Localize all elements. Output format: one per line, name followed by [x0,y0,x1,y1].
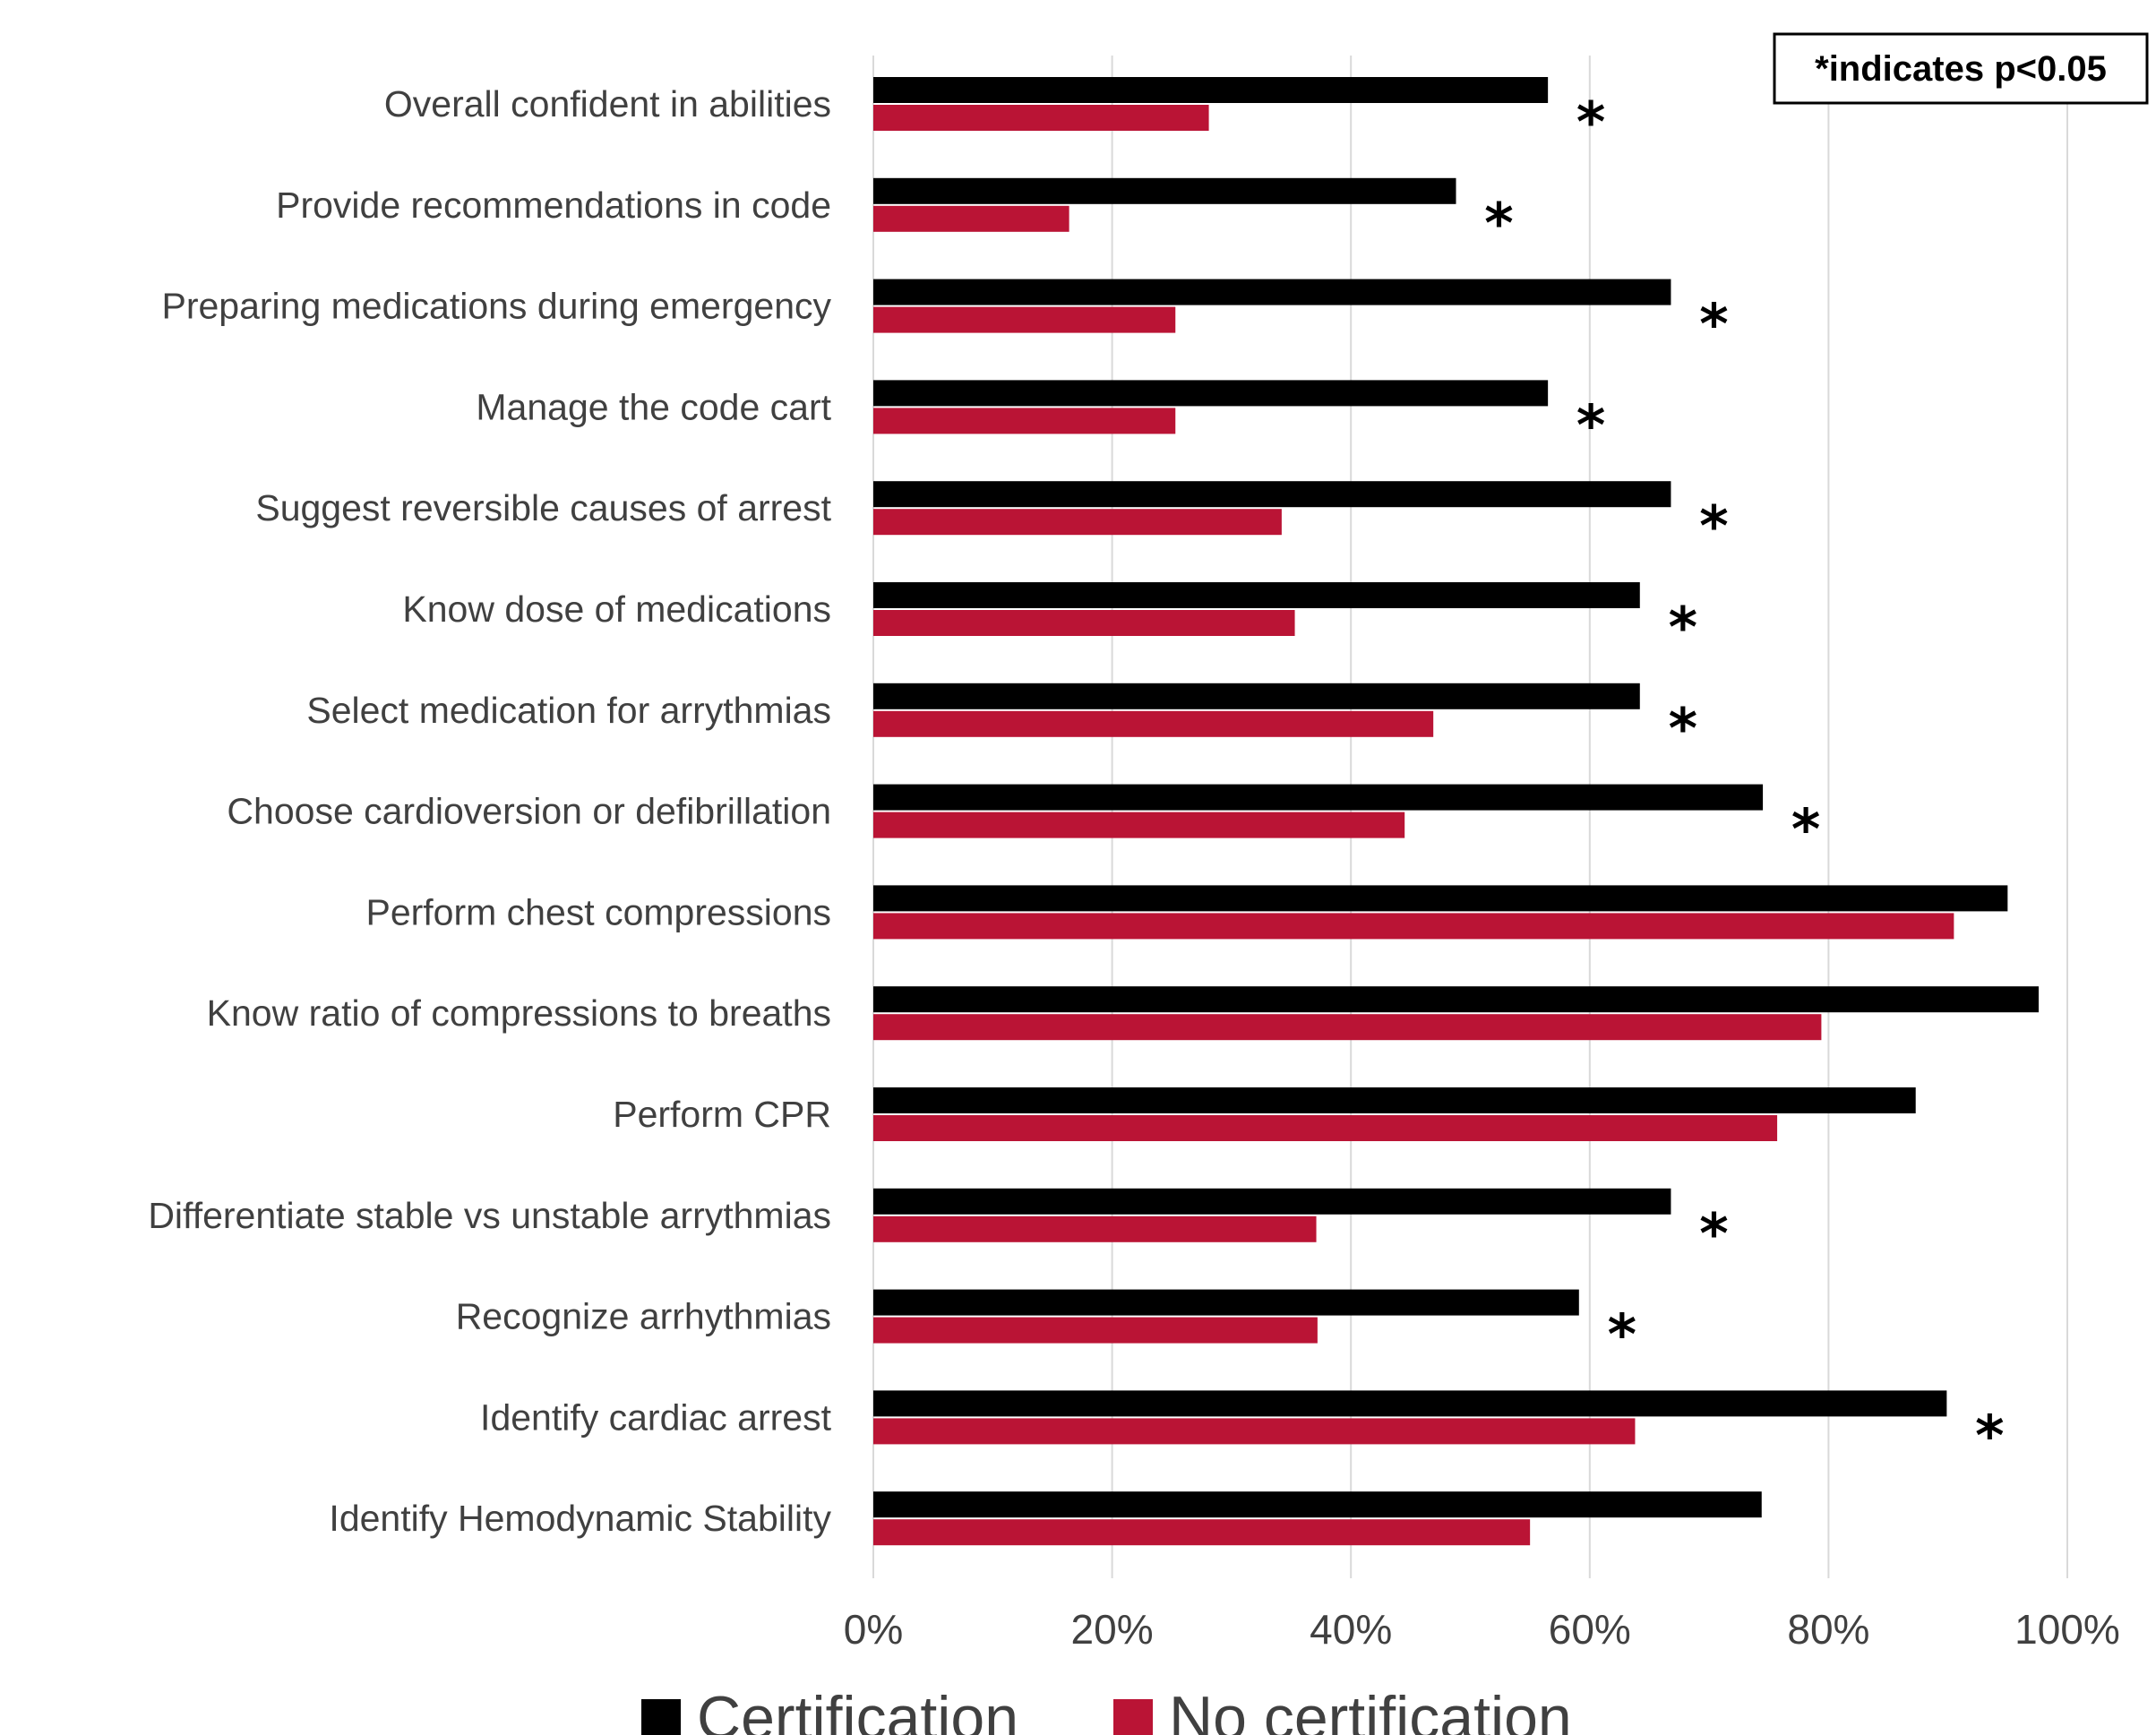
significance-star: * [1484,191,1513,256]
category-label: Recognize arrhythmias [456,1296,831,1337]
category-label: Identify Hemodynamic Stability [329,1498,831,1539]
bar-certification [873,986,2040,1013]
x-tick-label: 80% [1787,1606,1869,1653]
category-label: Differentiate stable vs unstable arrythm… [148,1195,831,1236]
bar-certification [873,481,1671,508]
significance-star: * [1608,1302,1636,1368]
significance-star: * [1791,797,1820,863]
bar-no-certification [873,1115,1778,1141]
bar-certification [873,582,1640,608]
bar-certification [873,683,1640,709]
bar-no-certification [873,1418,1636,1445]
x-tick-label: 0% [844,1606,903,1653]
bar-certification [873,1289,1579,1316]
x-axis-ticks: 0% 20% 40% 60% 80% 100% [844,1606,2120,1653]
bar-certification [873,1188,1671,1215]
bar-no-certification [873,812,1405,838]
category-label: Perform chest compressions [365,891,831,932]
legend: Certification No certification [641,1684,1572,1735]
category-labels: Overall confident in abilities Provide re… [148,83,831,1539]
bar-certification [873,885,2008,912]
bar-certification [873,77,1549,103]
category-label: Know dose of medications [402,588,831,630]
x-tick-label: 40% [1310,1606,1392,1653]
x-tick-label: 20% [1071,1606,1154,1653]
bar-certification [873,784,1764,811]
legend-swatch-no-certification [1113,1699,1153,1735]
bar-certification [873,1491,1762,1518]
bar-no-certification [873,205,1069,232]
significance-star: * [1669,696,1697,761]
bar-certification [873,1390,1947,1417]
category-label: Suggest reversible causes of arrest [255,487,831,528]
category-label: Choose cardioversion or defibrillation [227,791,831,832]
category-label: Know ratio of compressions to breaths [207,992,831,1034]
category-label: Overall confident in abilities [384,83,831,125]
x-tick-label: 100% [2014,1606,2120,1653]
bar-no-certification [873,408,1176,434]
category-label: Select medication for arrythmias [306,690,831,731]
significance-star: * [1669,595,1697,660]
category-label: Perform CPR [613,1094,831,1135]
bar-no-certification [873,710,1434,737]
bar-certification [873,177,1456,204]
significance-star: * [1576,392,1605,458]
bar-no-certification [873,1215,1317,1242]
bars [873,77,2040,1546]
significance-star: * [1699,292,1728,357]
category-label: Preparing medications during emergency [161,286,831,327]
bar-no-certification [873,306,1176,333]
legend-label-certification: Certification [697,1684,1018,1735]
bar-no-certification [873,1317,1318,1344]
significance-star: * [1975,1403,2004,1468]
x-tick-label: 60% [1549,1606,1631,1653]
category-label: Identify cardiac arrest [480,1396,832,1438]
bar-certification [873,1087,1916,1113]
bar-no-certification [873,1014,1822,1041]
bar-no-certification [873,105,1209,131]
significance-star: * [1576,90,1605,155]
bar-no-certification [873,913,1954,940]
bar-certification [873,279,1671,305]
annotation-text: *indicates p<0.05 [1815,49,2107,89]
bar-no-certification [873,1519,1531,1546]
bar-certification [873,380,1549,407]
category-label: Provide recommendations in code [276,185,831,226]
bar-no-certification [873,610,1295,636]
category-label: Manage the code cart [476,386,831,427]
legend-label-no-certification: No certification [1169,1684,1572,1735]
bar-no-certification [873,509,1282,536]
annotation-box: *indicates p<0.05 [1773,32,2149,105]
significance-star: * [1699,1201,1728,1267]
significance-star: * [1699,494,1728,559]
legend-swatch-certification [641,1699,681,1735]
significance-markers: *********** [1484,90,2004,1468]
